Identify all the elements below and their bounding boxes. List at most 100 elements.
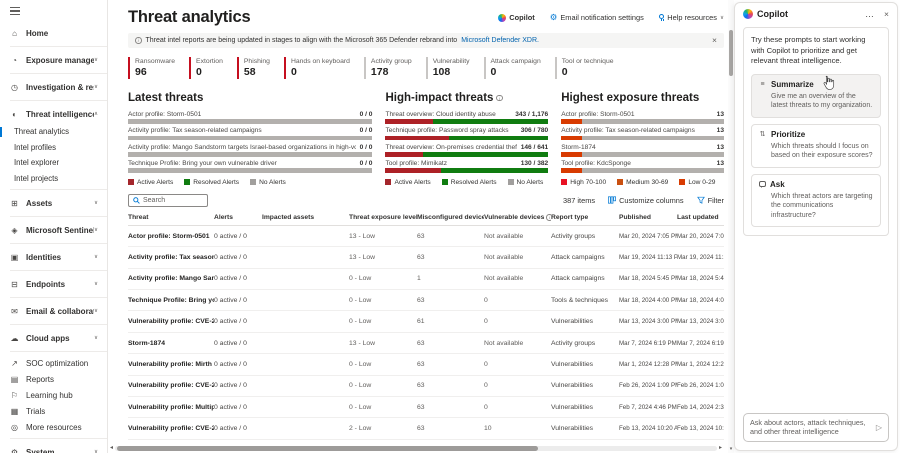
chart-item[interactable]: Actor profile: Storm-0501 13	[561, 111, 724, 124]
column-header-alerts[interactable]: Alerts	[214, 214, 262, 221]
cell-misconfigured: 63	[417, 253, 425, 261]
sidebar-subitem-intel-projects[interactable]: Intel projects	[0, 171, 107, 187]
chart-item-bar	[128, 151, 373, 157]
chart-item[interactable]: Activity profile: Mango Sandstorm target…	[128, 144, 373, 157]
nav-divider	[10, 351, 107, 352]
banner-close-icon[interactable]: ×	[712, 35, 717, 46]
copilot-icon	[498, 13, 507, 22]
column-header-threat[interactable]: Threat	[128, 214, 214, 221]
copilot-prompt-ask[interactable]: Ask Which threat actors are targeting the…	[751, 173, 881, 227]
copilot-ask-input[interactable]: Ask about actors, attack techniques, and…	[743, 412, 889, 442]
summary-card-activity-group[interactable]: Activity group 178	[363, 57, 412, 79]
column-header-label: Vulnerable devices	[484, 213, 545, 221]
horizontal-scroll-thumb[interactable]	[117, 445, 539, 451]
sidebar-item-home[interactable]: ⌂ Home	[0, 23, 107, 43]
horizontal-scroll-track[interactable]	[115, 445, 717, 451]
banner-link[interactable]: Microsoft Defender XDR.	[461, 37, 539, 44]
table-row[interactable]: Vulnerability profile: CVE-2024-...0 act…	[128, 376, 724, 398]
column-header-threat-exposure-level[interactable]: Threat exposure leveli	[349, 214, 417, 221]
copilot-prompt-summarize[interactable]: ≡ Summarize Give me an overview of the lat…	[751, 73, 881, 118]
sidebar-item-assets[interactable]: ⊞ Assets ∨	[0, 193, 107, 213]
sidebar-item-microsoft-sentinel[interactable]: ◈ Microsoft Sentinel ∨	[0, 220, 107, 240]
copilot-prompt-prioritize[interactable]: ⇅ Prioritize Which threats should I focus …	[751, 123, 881, 168]
column-header-label: Published	[619, 213, 651, 221]
column-header-last-updated[interactable]: Last updated	[677, 214, 724, 221]
table-row[interactable]: Vulnerability profile: Mirth Con...0 act…	[128, 354, 724, 376]
chart-item[interactable]: Threat overview: On-premises credential …	[385, 143, 549, 157]
vertical-scroll-thumb[interactable]	[729, 30, 733, 76]
filter-button[interactable]: Filter	[696, 196, 724, 205]
legend-item: Low 0-29	[679, 179, 715, 186]
chart-item[interactable]: Activity profile: Tax season-related cam…	[561, 127, 724, 141]
chart-legend: Active Alerts Resolved Alerts No Alerts	[385, 179, 548, 186]
scroll-left-arrow-icon[interactable]: ◂	[110, 445, 114, 451]
table-row[interactable]: Vulnerability profile: CVE-2024-...0 act…	[128, 418, 724, 440]
more-options-icon[interactable]: …	[865, 9, 876, 19]
bar-segment	[561, 168, 583, 173]
table-row[interactable]: Activity profile: Tax season-relat...0 a…	[128, 247, 724, 269]
summary-card-tool-or-technique[interactable]: Tool or technique 0	[554, 57, 614, 79]
summary-card-phishing[interactable]: Phishing 58	[236, 57, 270, 79]
threat-summary-cards: Ransomware 96 Extortion 0 Phishing 58 Hands on…	[128, 57, 724, 79]
chart-item[interactable]: Technique profile: Password spray attack…	[385, 127, 549, 141]
hamburger-menu-icon[interactable]	[10, 7, 20, 15]
sidebar-item-soc-optimization[interactable]: ↗ SOC optimization	[0, 355, 107, 371]
sidebar-item-system[interactable]: ⚙ System ∨	[0, 442, 107, 453]
sidebar-item-exposure-management[interactable]: ◔ Exposure management∨	[0, 50, 107, 70]
copilot-button[interactable]: Copilot	[498, 13, 535, 22]
sidebar-item-investigation-response[interactable]: ◷ Investigation & response∨	[0, 77, 107, 97]
summary-card-vulnerability[interactable]: Vulnerability 108	[425, 57, 470, 79]
column-header-report-type[interactable]: Report type	[551, 214, 619, 221]
chart-item[interactable]: Storm-1874 13	[561, 144, 724, 157]
chart-item[interactable]: Threat overview: Cloud identity abuse 343…	[385, 111, 549, 124]
chart-item[interactable]: Technique Profile: Bring your own vulner…	[128, 160, 373, 173]
table-row[interactable]: Activity profile: Mango Sandsto...0 acti…	[128, 269, 724, 291]
customize-columns-button[interactable]: Customize columns	[608, 196, 684, 205]
table-row[interactable]: Vulnerability profile: CVE-2024-...0 act…	[128, 311, 724, 333]
column-header-vulnerable-devices[interactable]: Vulnerable devices i	[484, 214, 551, 221]
legend-item: Medium 30-69	[617, 179, 668, 186]
sidebar-item-endpoints[interactable]: ⊟ Endpoints ∨	[0, 274, 107, 294]
summary-card-hands-on-keyboard[interactable]: Hands on keyboard 0	[283, 57, 350, 79]
table-row[interactable]: Technique Profile: Bring your o...0 acti…	[128, 290, 724, 312]
help-resources-button[interactable]: Help resources ∨	[658, 13, 724, 22]
summary-card-ransomware[interactable]: Ransomware 96	[128, 57, 175, 79]
email-notification-settings-button[interactable]: ⚙ Email notification settings	[550, 13, 644, 22]
sidebar-item-learning-hub[interactable]: ⚐ Learning hub	[0, 387, 107, 403]
sidebar-subitem-intel-profiles[interactable]: Intel profiles	[0, 140, 107, 156]
chart-item[interactable]: Activity profile: Tax season-related cam…	[128, 127, 373, 141]
scroll-right-arrow-icon[interactable]: ▸	[718, 445, 722, 451]
threat-intelligence-icon: ◐	[12, 109, 17, 119]
legend-item: Resolved Alerts	[184, 179, 239, 186]
chart-item[interactable]: Tool profile: Mimikatz 130 / 382	[385, 160, 549, 173]
search-input[interactable]: Search	[128, 193, 208, 207]
sidebar-item-cloud-apps[interactable]: ☁ Cloud apps ∨	[0, 328, 107, 348]
table-row[interactable]: Storm-1874 0 active / 0 13 - Low 63 Not avai…	[128, 333, 724, 355]
copilot-panel: Copilot … × Try these prompts to start w…	[734, 2, 898, 451]
send-icon[interactable]: ▷	[875, 422, 882, 432]
sidebar-item-email-collaboration[interactable]: ✉ Email & collaboration∨	[0, 301, 107, 321]
chart-item[interactable]: Tool profile: KdcSponge 13	[561, 160, 724, 173]
chart-item[interactable]: Actor profile: Storm-0501 0 / 0	[128, 111, 373, 124]
sidebar-subitem-intel-explorer[interactable]: Intel explorer	[0, 155, 107, 171]
chart-item-value: 146 / 641	[520, 143, 549, 151]
sidebar-item-trials[interactable]: ▦ Trials	[0, 403, 107, 419]
table-row[interactable]: Actor profile: Storm-0501 0 active / 0 13 …	[128, 226, 724, 248]
chart-item-label: Technique profile: Password spray attack…	[385, 127, 509, 135]
column-header-impacted-assets[interactable]: Impacted assets	[262, 214, 349, 221]
sidebar-item-threat-intelligence[interactable]: ◐ Threat intelligence ∧	[0, 104, 107, 124]
vertical-scrollbar[interactable]: ▾	[728, 0, 734, 453]
sidebar-item-more-resources[interactable]: ◎ More resources	[0, 419, 107, 435]
scroll-down-arrow-icon[interactable]: ▾	[729, 446, 733, 452]
sidebar-subitem-threat-analytics[interactable]: Threat analytics	[0, 124, 107, 140]
column-header-published[interactable]: Published	[619, 214, 677, 221]
summary-card-extortion[interactable]: Extortion 0	[189, 57, 223, 79]
summary-card-attack-campaign[interactable]: Attack campaign 0	[483, 57, 541, 79]
ask-icon	[759, 181, 766, 188]
sidebar-item-identities[interactable]: ▣ Identities ∨	[0, 247, 107, 267]
table-row[interactable]: Vulnerability profile: Multiple v...0 ac…	[128, 397, 724, 419]
copilot-close-icon[interactable]: ×	[884, 8, 889, 19]
sidebar-item-reports[interactable]: ▤ Reports	[0, 371, 107, 387]
sidebar-nav-groups: ⌂Home ◔Exposure management∨ ◷Investigation…	[0, 23, 107, 453]
